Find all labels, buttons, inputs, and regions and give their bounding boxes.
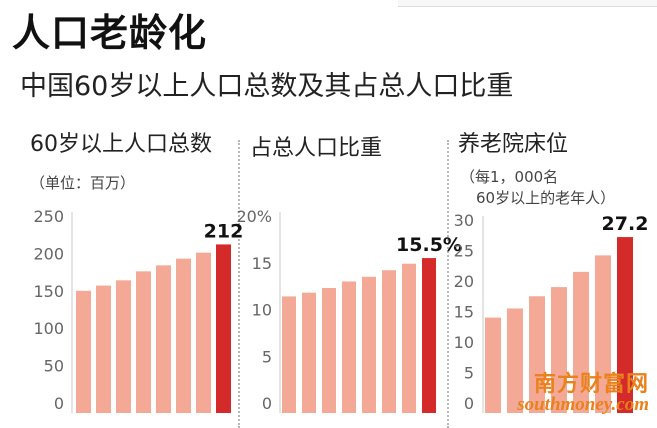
bar — [362, 276, 376, 413]
y-tick-label: 15 — [252, 254, 272, 273]
panel-title-population: 60岁以上人口总数 — [30, 132, 212, 157]
y-tick-label: 30 — [454, 211, 474, 230]
bar — [595, 255, 611, 413]
y-tick-label: 20 — [454, 272, 474, 291]
browser-edge — [398, 0, 657, 7]
watermark: 南方财富网 southmoney.com — [517, 366, 649, 416]
panel-divider-1 — [238, 140, 240, 428]
y-tick-label: 10 — [454, 333, 474, 352]
bar — [76, 290, 91, 413]
y-tick-label: 5 — [262, 347, 272, 366]
data-label: 15.5% — [396, 234, 462, 256]
y-tick-label: 5 — [464, 364, 474, 383]
y-tick-label: 150 — [33, 282, 64, 301]
bar — [176, 258, 191, 413]
panel-divider-2 — [447, 140, 449, 428]
bar — [156, 265, 171, 413]
bar — [507, 308, 523, 413]
y-tick-label: 25 — [454, 242, 474, 261]
bar — [422, 258, 436, 413]
y-tick-label: 10 — [252, 301, 272, 320]
bar — [302, 292, 316, 413]
y-tick-label: 0 — [464, 394, 474, 413]
bar — [322, 287, 336, 413]
y-tick-label: 0 — [262, 394, 272, 413]
bar — [382, 270, 396, 413]
y-tick-label: 100 — [33, 319, 64, 338]
panel-title-beds: 养老院床位 — [458, 132, 569, 157]
bar — [196, 252, 211, 413]
bar — [96, 285, 111, 413]
panel-unit-beds-line2: 60岁以上的老年人） — [476, 189, 616, 207]
bar — [529, 296, 545, 413]
bar — [342, 281, 356, 413]
y-tick-label: 0 — [54, 394, 64, 413]
panel-title-share: 占总人口比重 — [250, 136, 383, 161]
bar — [282, 296, 296, 413]
bar — [402, 263, 416, 413]
y-tick-label: 15 — [454, 303, 474, 322]
bar — [551, 287, 567, 413]
watermark-cn: 南方财富网 — [533, 371, 649, 396]
bar — [116, 280, 131, 413]
y-tick-label: 50 — [44, 357, 64, 376]
data-label: 212 — [204, 220, 244, 242]
bar — [216, 244, 231, 413]
panel-unit-population: （单位：百万） — [30, 174, 136, 192]
page-subtitle: 中国60岁以上人口总数及其占总人口比重 — [20, 71, 514, 102]
page-title: 人口老龄化 — [12, 11, 208, 55]
y-tick-label: 250 — [33, 207, 64, 226]
bar — [136, 271, 151, 413]
watermark-en: southmoney.com — [517, 394, 649, 415]
bar — [573, 271, 589, 413]
panel-unit-beds-line1: （每1，000名 — [460, 168, 559, 186]
bar — [485, 317, 501, 413]
y-tick-label: 200 — [33, 244, 64, 263]
bar — [617, 237, 633, 413]
data-label: 27.2 — [602, 213, 649, 235]
y-tick-label: 20% — [236, 207, 272, 226]
